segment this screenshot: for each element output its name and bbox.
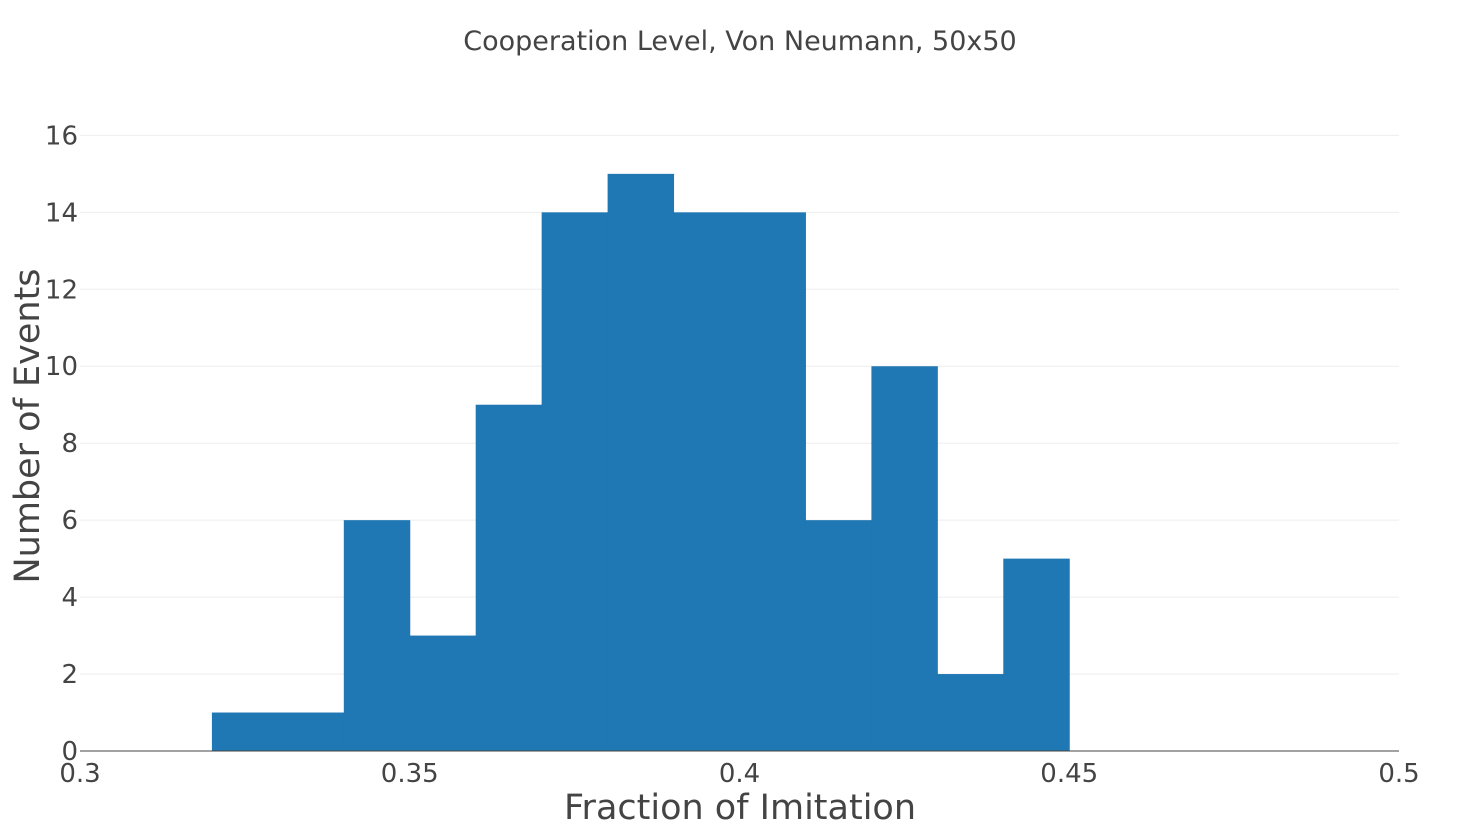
y-tick-label: 4 (61, 583, 78, 613)
x-tick-label: 0.45 (1040, 759, 1098, 789)
chart-title: Cooperation Level, Von Neumann, 50x50 (463, 26, 1016, 57)
x-axis-title: Fraction of Imitation (564, 788, 916, 828)
histogram-bar (409, 635, 477, 751)
histogram-bar (739, 212, 806, 752)
histogram-bar (541, 212, 609, 752)
histogram-bar (805, 520, 872, 751)
histogram-bar (1003, 558, 1070, 751)
histogram-bar (673, 212, 740, 752)
x-tick-label: 0.4 (719, 759, 760, 789)
x-tick-label: 0.35 (381, 759, 439, 789)
y-tick-label: 12 (45, 275, 78, 305)
y-tick-label: 2 (61, 660, 78, 690)
histogram-bar (277, 712, 345, 751)
x-tick-labels: 0.3 0.35 0.4 0.45 0.5 (59, 759, 1419, 789)
x-tick-label: 0.3 (59, 759, 100, 789)
histogram-bar (475, 404, 543, 751)
y-tick-label: 6 (61, 506, 78, 536)
y-tick-labels: 0 2 4 6 8 10 12 14 16 (45, 121, 78, 767)
y-tick-label: 10 (45, 352, 78, 382)
histogram-bar (343, 520, 411, 751)
histogram-bar (607, 173, 675, 752)
y-tick-label: 8 (61, 429, 78, 459)
histogram-bars (211, 173, 1070, 752)
y-tick-label: 14 (45, 198, 78, 228)
y-axis-title: Number of Events (8, 268, 48, 583)
histogram-bar (211, 712, 279, 751)
y-tick-label: 16 (45, 121, 78, 151)
histogram-bar (937, 674, 1004, 751)
histogram-bar (871, 366, 938, 751)
x-tick-label: 0.5 (1378, 759, 1419, 789)
y-tick-label: 0 (61, 737, 78, 767)
